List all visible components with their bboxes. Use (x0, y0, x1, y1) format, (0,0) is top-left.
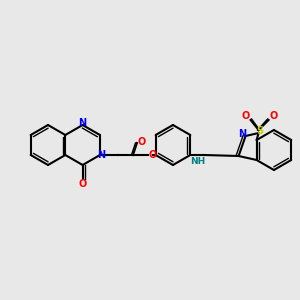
Text: O: O (242, 111, 250, 121)
Text: N: N (238, 129, 247, 139)
Text: NH: NH (190, 158, 205, 166)
Text: N: N (97, 150, 105, 160)
Text: O: O (138, 137, 146, 147)
Text: O: O (79, 179, 87, 189)
Text: O: O (269, 111, 278, 121)
Text: O: O (149, 150, 157, 160)
Text: N: N (79, 118, 87, 128)
Text: S: S (256, 126, 263, 136)
